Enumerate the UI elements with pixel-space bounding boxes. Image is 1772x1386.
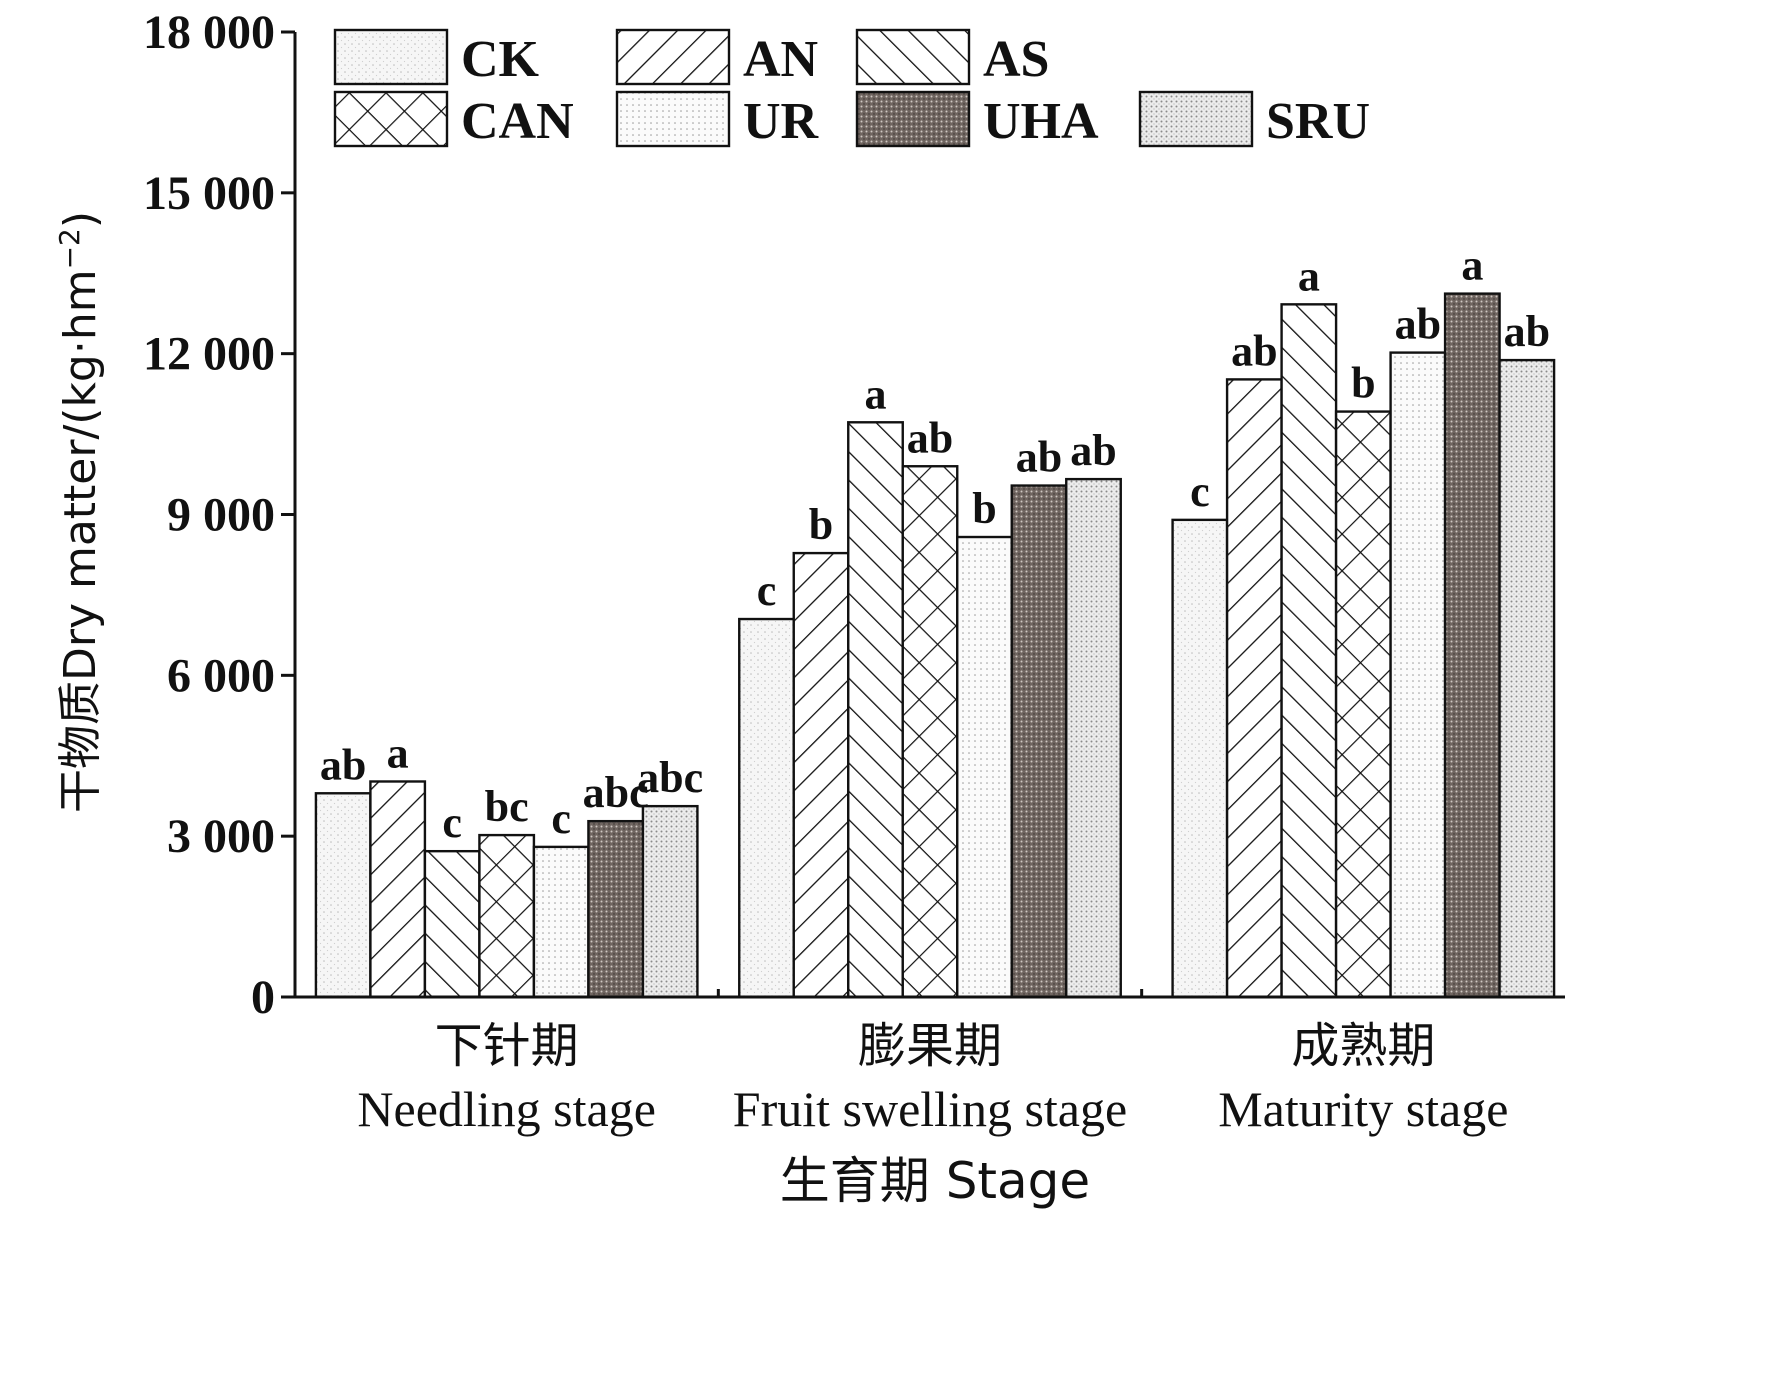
bar-an-3 xyxy=(1225,378,1283,999)
bar-uha-1 xyxy=(587,819,645,999)
significance-letter: abc xyxy=(637,753,703,802)
significance-letter: ab xyxy=(907,413,953,462)
legend: CK AN AS CAN UR UHA SRU xyxy=(333,28,1370,150)
y-tick-label: 3 000 xyxy=(167,810,275,863)
x-category-label-zh: 膨果期 xyxy=(858,1018,1002,1074)
legend-label: CK xyxy=(461,31,540,88)
bars-layer xyxy=(314,292,1556,999)
legend-swatch xyxy=(1138,90,1254,148)
y-tick-label: 0 xyxy=(251,971,275,1024)
x-category-label-zh: 下针期 xyxy=(435,1018,579,1074)
significance-letter: a xyxy=(387,728,409,777)
bar-sru-2 xyxy=(1065,477,1122,999)
y-tick-label: 9 000 xyxy=(167,489,275,542)
bar-ur-3 xyxy=(1389,351,1447,999)
legend-item-ck: CK xyxy=(333,28,540,88)
bar-as-1 xyxy=(423,849,481,999)
bar-uha-3 xyxy=(1443,292,1501,999)
significance-letter: c xyxy=(551,794,571,843)
significance-letter: b xyxy=(1351,359,1375,408)
legend-label: UR xyxy=(743,93,820,150)
significance-letter: c xyxy=(442,798,462,847)
bar-ck-3 xyxy=(1171,518,1229,999)
legend-swatch xyxy=(855,90,971,148)
significance-letter: ab xyxy=(1231,326,1277,375)
bar-an-2 xyxy=(792,551,850,999)
legend-item-an: AN xyxy=(615,28,818,88)
y-axis-label-sup: −2 xyxy=(53,228,86,269)
bar-sru-3 xyxy=(1498,358,1556,999)
significance-letter: c xyxy=(1190,467,1210,516)
x-axis-label: 生育期 Stage xyxy=(780,1152,1090,1210)
significance-letter: ab xyxy=(1504,307,1550,356)
legend-swatch xyxy=(855,28,971,86)
significance-letter: c xyxy=(757,566,777,615)
bar-can-3 xyxy=(1334,410,1392,999)
significance-letter: a xyxy=(1461,241,1483,290)
legend-swatch xyxy=(333,90,449,148)
bar-ck-1 xyxy=(314,792,372,999)
legend-swatch xyxy=(333,28,449,86)
x-category-label-en: Fruit swelling stage xyxy=(733,1081,1127,1137)
y-axis-label-main: 干物质Dry matter/(kg·hm xyxy=(55,269,106,813)
bar-an-1 xyxy=(369,780,427,999)
x-category-labels: 下针期 Needling stage 膨果期 Fruit swelling stage… xyxy=(357,989,1508,1137)
significance-letter: ab xyxy=(1070,426,1116,475)
significance-letter: a xyxy=(865,369,887,418)
legend-item-sru: SRU xyxy=(1138,90,1370,150)
legend-label: UHA xyxy=(983,93,1099,150)
significance-letter: ab xyxy=(1395,300,1441,349)
bar-can-2 xyxy=(901,465,959,999)
x-category-label-zh: 成熟期 xyxy=(1291,1018,1435,1074)
y-tick-label: 18 000 xyxy=(143,6,275,59)
significance-letter: ab xyxy=(320,740,366,789)
legend-item-can: CAN xyxy=(333,90,574,150)
legend-label: AS xyxy=(983,31,1049,88)
y-axis-label: 干物质Dry matter/(kg·hm−2) xyxy=(53,211,106,813)
legend-label: CAN xyxy=(461,93,574,150)
significance-letter: abc xyxy=(583,768,649,817)
bar-as-2 xyxy=(847,421,904,999)
significance-letter: a xyxy=(1298,251,1320,300)
significance-letter: ab xyxy=(1016,433,1062,482)
legend-label: AN xyxy=(743,31,818,88)
x-category-label-en: Maturity stage xyxy=(1218,1081,1508,1137)
y-tick-label: 15 000 xyxy=(143,167,275,220)
y-tick-label: 6 000 xyxy=(167,649,275,702)
legend-item-as: AS xyxy=(855,28,1049,88)
y-ticks: 0 3 000 6 000 9 000 12 000 15 000 18 000 xyxy=(143,6,295,1024)
bar-can-1 xyxy=(478,833,536,999)
legend-label: SRU xyxy=(1266,93,1370,150)
legend-swatch xyxy=(615,90,731,148)
legend-item-ur: UR xyxy=(615,90,820,150)
significance-letter: b xyxy=(972,484,996,533)
x-category-label-en: Needling stage xyxy=(357,1081,656,1137)
legend-item-uha: UHA xyxy=(855,90,1099,150)
bar-uha-2 xyxy=(1010,484,1068,999)
significance-letter: b xyxy=(809,500,833,549)
bar-as-3 xyxy=(1280,303,1338,999)
y-tick-label: 12 000 xyxy=(143,328,275,381)
bar-ur-1 xyxy=(532,845,590,999)
bar-ck-2 xyxy=(738,617,795,999)
bar-ur-2 xyxy=(956,535,1013,999)
legend-swatch xyxy=(615,28,731,86)
significance-letter: bc xyxy=(485,782,529,831)
bar-sru-1 xyxy=(641,804,699,999)
y-axis-label-close: ) xyxy=(55,211,106,228)
